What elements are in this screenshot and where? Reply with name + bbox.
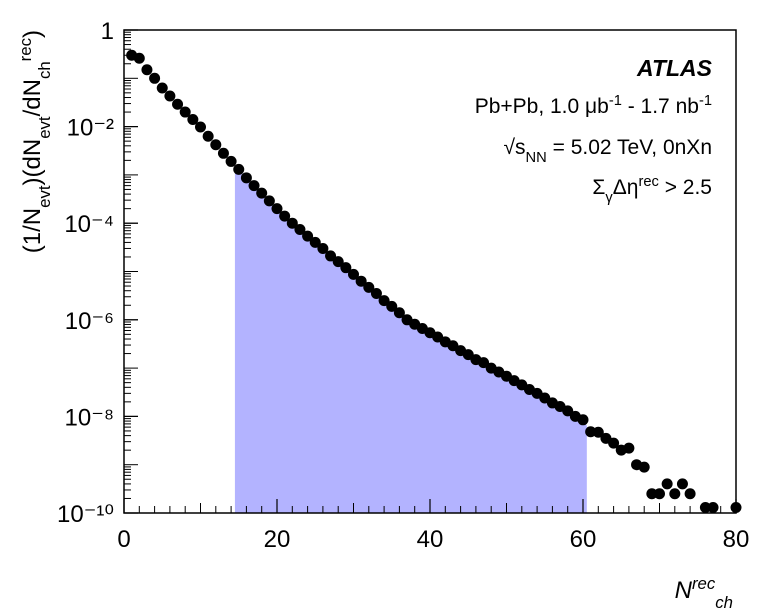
data-point xyxy=(608,437,620,449)
atlas-label: ATLAS xyxy=(636,55,713,81)
y-axis-label-sub: evt xyxy=(35,116,54,139)
data-point xyxy=(370,288,382,300)
annotation-sub: NN xyxy=(526,150,547,166)
annotation-sub: γ xyxy=(605,190,613,206)
annotation-part: Δη xyxy=(613,176,639,199)
data-point xyxy=(577,414,589,426)
data-point xyxy=(638,461,650,473)
annotation: ΣγΔηrec > 2.5 xyxy=(592,174,712,206)
data-point xyxy=(149,72,161,84)
data-point xyxy=(378,295,390,307)
data-point xyxy=(661,478,673,490)
data-point xyxy=(187,114,199,126)
x-axis-label-part: N xyxy=(675,577,693,604)
data-point xyxy=(202,130,214,142)
y-tick-label: 10⁻² xyxy=(67,115,114,142)
data-point xyxy=(654,488,665,500)
data-point xyxy=(248,180,260,192)
data-point xyxy=(179,106,191,118)
annotation-part: > 2.5 xyxy=(659,176,712,199)
x-tick-label: 0 xyxy=(117,526,130,553)
data-point xyxy=(263,195,275,207)
data-point xyxy=(271,203,283,215)
data-point xyxy=(325,250,337,262)
data-point xyxy=(646,488,658,500)
x-axis-label-sub: ch xyxy=(715,593,733,612)
annotation-sup: -1 xyxy=(609,93,622,109)
annotation-part: Σ xyxy=(592,176,605,199)
x-axis-label: Nrecch xyxy=(675,574,733,612)
x-axis-label-sup: rec xyxy=(692,574,716,593)
data-point xyxy=(348,268,359,280)
data-point xyxy=(478,357,490,369)
y-axis-label-part: /dN xyxy=(19,79,46,116)
y-tick-label: 1 xyxy=(101,18,114,45)
data-point xyxy=(309,236,321,248)
data-point xyxy=(332,256,344,268)
marks-layer xyxy=(126,49,742,513)
data-point xyxy=(240,172,252,184)
data-point xyxy=(363,281,375,293)
data-point xyxy=(393,307,405,319)
data-point xyxy=(133,52,145,64)
y-axis-label-part: )(dN xyxy=(19,139,46,186)
data-point xyxy=(302,230,314,242)
x-tick-label: 80 xyxy=(723,526,750,553)
y-axis-label-sup: rec xyxy=(16,38,35,61)
data-point xyxy=(195,121,206,133)
annotation-part: √s xyxy=(504,136,526,159)
data-point xyxy=(669,488,681,500)
data-point xyxy=(676,478,688,490)
data-point xyxy=(256,187,268,199)
data-point xyxy=(156,82,168,94)
annotation-sup: -1 xyxy=(699,93,712,109)
data-point xyxy=(355,275,367,287)
data-point xyxy=(164,90,176,102)
data-point xyxy=(592,426,604,438)
data-point xyxy=(317,242,329,254)
y-axis-label-part: ) xyxy=(19,30,46,38)
data-point xyxy=(279,210,291,222)
x-tick-label: 60 xyxy=(570,526,597,553)
data-point xyxy=(233,163,245,175)
y-axis-label-part: (1/N xyxy=(19,208,46,253)
y-tick-label: 10⁻⁶ xyxy=(65,308,114,335)
atlas-label-part: ATLAS xyxy=(636,55,713,81)
data-point xyxy=(562,405,574,417)
data-point xyxy=(210,139,222,151)
annotation-part: = 5.02 TeV, 0nXn xyxy=(547,136,712,159)
data-point xyxy=(141,64,153,76)
data-point xyxy=(217,147,229,159)
data-point xyxy=(707,501,719,513)
data-point xyxy=(294,224,306,236)
annotation-part: Pb+Pb, 1.0 μb xyxy=(475,95,609,118)
data-point xyxy=(340,262,352,274)
data-point xyxy=(286,217,298,229)
y-tick-label: 10⁻⁸ xyxy=(65,404,115,431)
annotation-sup: rec xyxy=(638,174,658,190)
x-tick-label: 40 xyxy=(417,526,444,553)
data-point xyxy=(172,98,184,110)
y-axis-label: (1/Nevt)(dNevt/dNchrec) xyxy=(16,30,54,253)
data-point xyxy=(684,488,696,500)
annotation-part: - 1.7 nb xyxy=(622,95,699,118)
annotation: √sNN = 5.02 TeV, 0nXn xyxy=(504,136,712,166)
data-point xyxy=(225,155,237,167)
y-tick-label: 10⁻¹⁰ xyxy=(57,501,114,528)
data-point xyxy=(623,442,635,454)
x-tick-label: 20 xyxy=(264,526,291,553)
y-tick-label: 10⁻⁴ xyxy=(64,211,114,238)
data-point xyxy=(386,300,398,312)
annotation: Pb+Pb, 1.0 μb-1 - 1.7 nb-1 xyxy=(475,93,712,118)
y-axis-label-sub: ch xyxy=(35,61,54,79)
y-axis-label-sub: evt xyxy=(35,185,54,208)
